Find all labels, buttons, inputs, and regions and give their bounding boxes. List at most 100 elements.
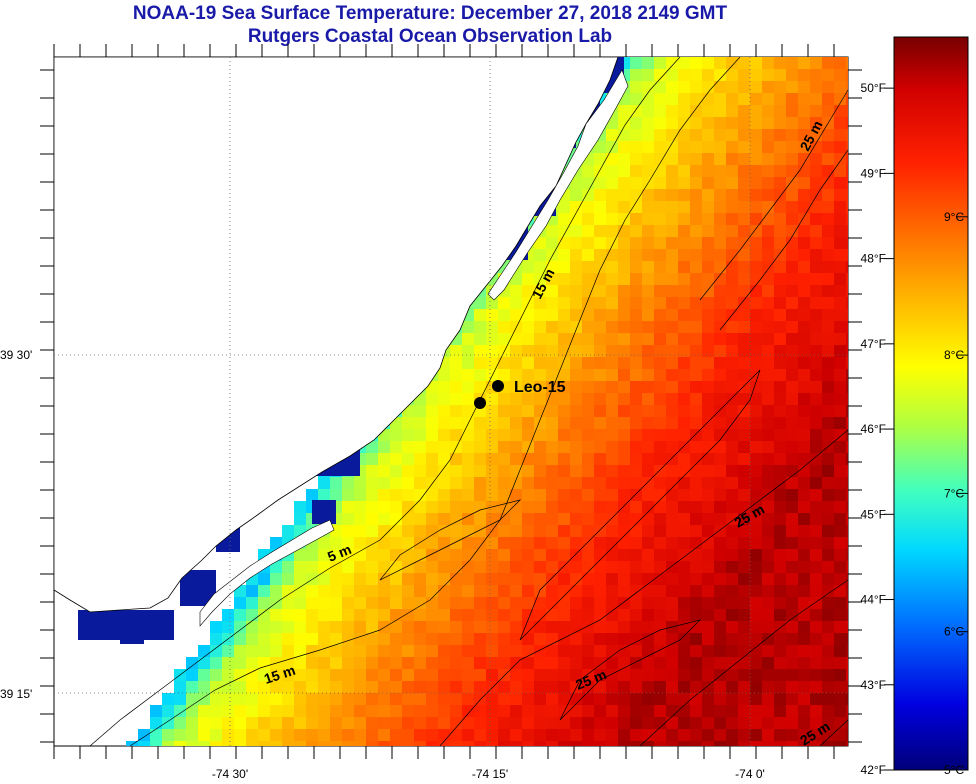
sst-cell [498,669,511,682]
sst-cell [198,705,211,718]
sst-cell [258,657,271,670]
sst-cell [774,357,787,370]
sst-cell [642,453,655,466]
sst-cell [630,489,643,502]
sst-cell [570,225,583,238]
sst-cell [630,549,643,562]
sst-cell [714,153,727,166]
sst-cell [450,345,463,358]
sst-cell [630,345,643,358]
sst-cell [438,561,451,574]
sst-cell [162,741,175,746]
sst-cell [618,741,631,746]
sst-cell [594,213,607,226]
sst-cell [606,705,619,718]
sst-cell [546,729,559,742]
sst-cell [294,681,307,694]
sst-cell [570,537,583,550]
sst-cell [750,285,763,298]
sst-cell [714,429,727,442]
sst-cell [462,513,475,526]
sst-cell [366,621,379,634]
sst-cell [594,597,607,610]
sst-cell [810,69,823,82]
sst-cell [750,249,763,262]
sst-cell [642,369,655,382]
sst-cell [678,525,691,538]
sst-cell [570,237,583,250]
sst-cell [846,441,848,454]
sst-cell [594,417,607,430]
sst-cell [726,585,739,598]
sst-cell [822,513,835,526]
sst-cell [798,441,811,454]
sst-cell [738,57,751,70]
sst-cell [390,489,403,502]
sst-cell [642,405,655,418]
sst-cell [534,297,547,310]
sst-cell [846,729,848,742]
sst-cell [438,369,451,382]
sst-cell [834,477,847,490]
sst-cell [642,465,655,478]
sst-cell [546,597,559,610]
sst-cell [582,597,595,610]
sst-cell [822,381,835,394]
sst-cell [606,309,619,322]
sst-cell [834,621,847,634]
sst-cell [594,225,607,238]
sst-cell [354,513,367,526]
sst-cell [234,705,247,718]
sst-cell [846,657,848,670]
sst-cell [678,69,691,82]
sst-cell [246,633,259,646]
sst-cell [678,129,691,142]
sst-cell [834,525,847,538]
sst-cell [846,297,848,310]
sst-cell [654,729,667,742]
sst-cell [270,585,283,598]
sst-cell [606,621,619,634]
sst-cell [534,261,547,274]
sst-cell [846,621,848,634]
leo15-label: Leo-15 [514,379,566,396]
sst-cell [702,189,715,202]
sst-cell [594,345,607,358]
sst-cell [702,393,715,406]
sst-cell [642,501,655,514]
sst-cell [738,393,751,406]
sst-cell [606,501,619,514]
sst-cell [462,597,475,610]
sst-cell [726,465,739,478]
sst-cell [558,669,571,682]
sst-cell [762,381,775,394]
sst-cell [798,609,811,622]
sst-cell [354,561,367,574]
sst-cell [498,609,511,622]
sst-cell [510,561,523,574]
sst-cell [294,561,307,574]
sst-cell [414,645,427,658]
sst-cell [822,621,835,634]
sst-cell [690,693,703,706]
sst-cell [702,705,715,718]
sst-cell [570,381,583,394]
sst-cell [522,369,535,382]
sst-cell [234,621,247,634]
sst-cell [726,69,739,82]
sst-cell [618,345,631,358]
sst-cell [774,297,787,310]
sst-cell [570,561,583,574]
sst-cell [270,573,283,586]
sst-cell [582,453,595,466]
sst-cell [750,609,763,622]
sst-cell [534,249,547,262]
sst-cell [654,177,667,190]
sst-cell [546,381,559,394]
colorbar-c-label: 9°C [944,210,964,224]
sst-cell [690,189,703,202]
sst-cell [498,633,511,646]
sst-cell [738,717,751,730]
sst-cell [522,441,535,454]
sst-cell [198,657,211,670]
